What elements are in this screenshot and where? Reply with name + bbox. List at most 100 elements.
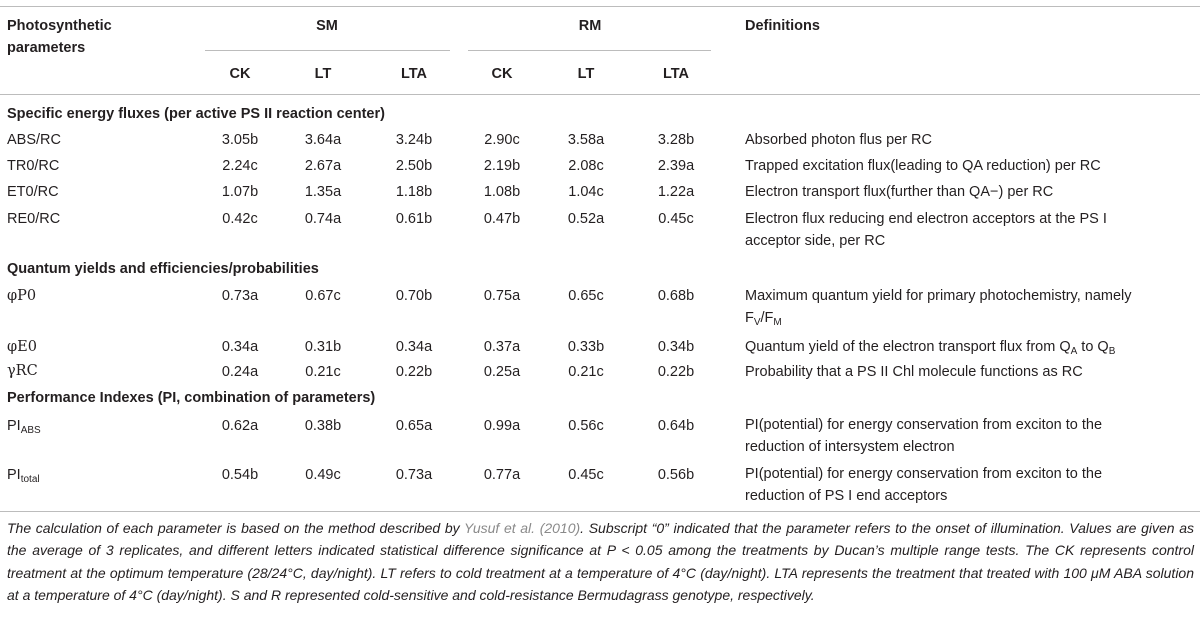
row-definition-line2: reduction of intersystem electron (745, 439, 955, 455)
row-value: 3.24b (395, 132, 433, 148)
sm-group-rule (205, 50, 450, 51)
col-header-rm-lta: LTA (662, 66, 690, 82)
row-value: 1.04c (568, 184, 604, 200)
row-value: 0.34a (395, 339, 433, 355)
row-value: 0.31b (304, 339, 342, 355)
row-definition-line1: PI(potential) for energy conservation fr… (745, 417, 1103, 433)
row-value: 2.90c (484, 132, 520, 148)
header-bottom-rule (0, 94, 1200, 95)
row-param: TR0/RC (7, 158, 60, 174)
row-value: 2.19b (483, 158, 521, 174)
row-value: 0.25a (483, 364, 521, 380)
row-param: ABS/RC (7, 132, 61, 148)
row-value: 0.22b (657, 364, 695, 380)
row-value: 0.45c (568, 467, 604, 483)
row-value: 0.47b (483, 211, 521, 227)
col-header-sm-lt: LT (314, 66, 332, 82)
row-value: 0.33b (567, 339, 605, 355)
footnote-text-2: . Subscript “0” indicated that the param… (7, 520, 1194, 603)
row-definition-line1: Maximum quantum yield for primary photoc… (745, 288, 1132, 304)
footnote-reference-link[interactable]: Yusuf et al. (2010) (464, 520, 581, 536)
row-definition: Electron transport flux(further than QA−… (745, 184, 1054, 200)
group-header-rm: RM (578, 18, 602, 34)
row-param: γRC (7, 363, 38, 379)
pi-sub: total (20, 474, 40, 485)
section-title: Performance Indexes (PI, combination of … (7, 390, 376, 406)
row-value: 0.42c (222, 211, 258, 227)
section-title: Quantum yields and efficiencies/probabil… (7, 261, 319, 277)
row-value: 0.73a (395, 467, 433, 483)
definitions-header: Definitions (745, 18, 820, 34)
row-value: 2.50b (395, 158, 433, 174)
row-definition-line2: FV/FM (745, 307, 1195, 329)
row-value: 0.61b (395, 211, 433, 227)
row-value: 0.68b (657, 288, 695, 304)
row-value: 0.73a (221, 288, 259, 304)
row-definition: Probability that a PS II Chl molecule fu… (745, 364, 1083, 380)
row-value: 0.65c (568, 288, 604, 304)
row-param: φP0 (7, 288, 37, 304)
row-value: 0.70b (395, 288, 433, 304)
row-value: 0.37a (483, 339, 521, 355)
qa-sub: A (1070, 346, 1078, 357)
row-value: 2.67a (304, 158, 342, 174)
row-definition-line1: PI(potential) for energy conservation fr… (745, 466, 1103, 482)
row-definition: Quantum yield of the electron transport … (745, 336, 1195, 358)
table-footnote: The calculation of each parameter is bas… (7, 517, 1194, 606)
row-value: 3.28b (657, 132, 695, 148)
group-header-sm: SM (316, 18, 338, 34)
row-definition: PI(potential) for energy conservation fr… (745, 463, 1195, 507)
row-value: 0.56c (568, 418, 604, 434)
row-value: 3.05b (221, 132, 259, 148)
row-value: 0.99a (483, 418, 521, 434)
fv-sub: V (753, 317, 761, 328)
footnote-text-1: The calculation of each parameter is bas… (7, 520, 465, 536)
row-definition: PI(potential) for energy conservation fr… (745, 414, 1195, 458)
def-text-b: to Q (1077, 339, 1109, 355)
row-value: 0.54b (221, 467, 259, 483)
row-value: 0.34b (657, 339, 695, 355)
param-header-line1: Photosynthetic (7, 18, 112, 34)
row-value: 0.21c (568, 364, 604, 380)
row-value: 2.24c (222, 158, 258, 174)
row-definition-line2: acceptor side, per RC (745, 233, 886, 249)
fv-f: F (745, 310, 754, 326)
row-value: 0.52a (567, 211, 605, 227)
row-value: 0.65a (395, 418, 433, 434)
row-definition-line2: reduction of PS I end acceptors (745, 488, 948, 504)
row-value: 2.39a (657, 158, 695, 174)
table-bottom-rule (0, 511, 1200, 512)
row-value: 0.67c (305, 288, 341, 304)
row-value: 1.18b (395, 184, 433, 200)
row-param: φE0 (7, 339, 37, 355)
row-value: 0.22b (395, 364, 433, 380)
row-value: 3.58a (567, 132, 605, 148)
row-param: PItotal (7, 466, 40, 485)
row-definition: Trapped excitation flux(leading to QA re… (745, 158, 1101, 174)
row-value: 0.38b (304, 418, 342, 434)
def-text-a: Quantum yield of the electron transport … (745, 339, 1071, 355)
col-header-rm-ck: CK (491, 66, 513, 82)
row-param: PIABS (7, 417, 41, 436)
row-value: 0.74a (304, 211, 342, 227)
row-value: 2.08c (568, 158, 604, 174)
pi-main: PI (7, 418, 21, 434)
row-definition: Maximum quantum yield for primary photoc… (745, 285, 1195, 329)
row-value: 0.24a (221, 364, 259, 380)
row-value: 1.35a (304, 184, 342, 200)
row-value: 0.62a (221, 418, 259, 434)
rm-group-rule (468, 50, 711, 51)
row-value: 1.07b (221, 184, 259, 200)
fm-f: /F (760, 310, 774, 326)
row-definition: Electron flux reducing end electron acce… (745, 208, 1195, 252)
row-definition-line1: Electron flux reducing end electron acce… (745, 211, 1107, 227)
row-value: 0.34a (221, 339, 259, 355)
row-definition: Absorbed photon flus per RC (745, 132, 932, 148)
param-header-line2: parameters (7, 40, 86, 56)
row-param: RE0/RC (7, 211, 61, 227)
row-param: ET0/RC (7, 184, 59, 200)
col-header-sm-ck: CK (229, 66, 251, 82)
row-value: 0.56b (657, 467, 695, 483)
fm-sub: M (773, 317, 782, 328)
